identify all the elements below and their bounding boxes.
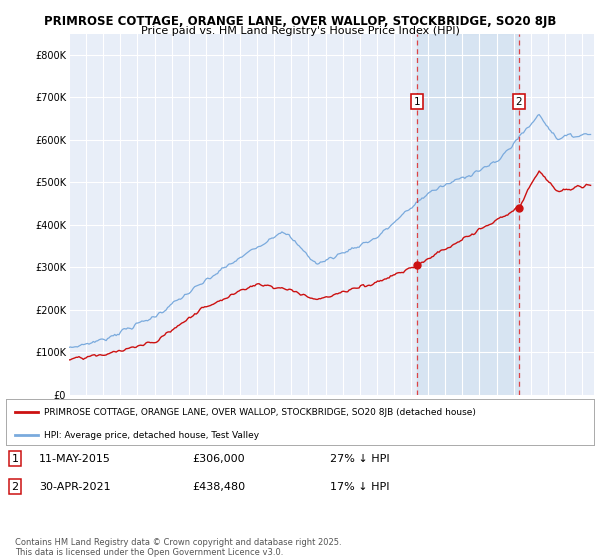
Text: 2: 2 bbox=[515, 96, 522, 106]
Text: £306,000: £306,000 bbox=[192, 454, 245, 464]
Text: PRIMROSE COTTAGE, ORANGE LANE, OVER WALLOP, STOCKBRIDGE, SO20 8JB: PRIMROSE COTTAGE, ORANGE LANE, OVER WALL… bbox=[44, 15, 556, 27]
Text: 30-APR-2021: 30-APR-2021 bbox=[39, 482, 110, 492]
Text: HPI: Average price, detached house, Test Valley: HPI: Average price, detached house, Test… bbox=[44, 431, 259, 440]
Text: Contains HM Land Registry data © Crown copyright and database right 2025.
This d: Contains HM Land Registry data © Crown c… bbox=[15, 538, 341, 557]
Bar bbox=[417, 34, 518, 395]
Text: 1: 1 bbox=[11, 454, 19, 464]
Text: Price paid vs. HM Land Registry's House Price Index (HPI): Price paid vs. HM Land Registry's House … bbox=[140, 26, 460, 36]
Text: 11-MAY-2015: 11-MAY-2015 bbox=[39, 454, 111, 464]
Text: 27% ↓ HPI: 27% ↓ HPI bbox=[330, 454, 389, 464]
Text: 1: 1 bbox=[414, 96, 421, 106]
Text: £438,480: £438,480 bbox=[192, 482, 245, 492]
Text: 2: 2 bbox=[11, 482, 19, 492]
Text: 17% ↓ HPI: 17% ↓ HPI bbox=[330, 482, 389, 492]
Text: PRIMROSE COTTAGE, ORANGE LANE, OVER WALLOP, STOCKBRIDGE, SO20 8JB (detached hous: PRIMROSE COTTAGE, ORANGE LANE, OVER WALL… bbox=[44, 408, 476, 417]
